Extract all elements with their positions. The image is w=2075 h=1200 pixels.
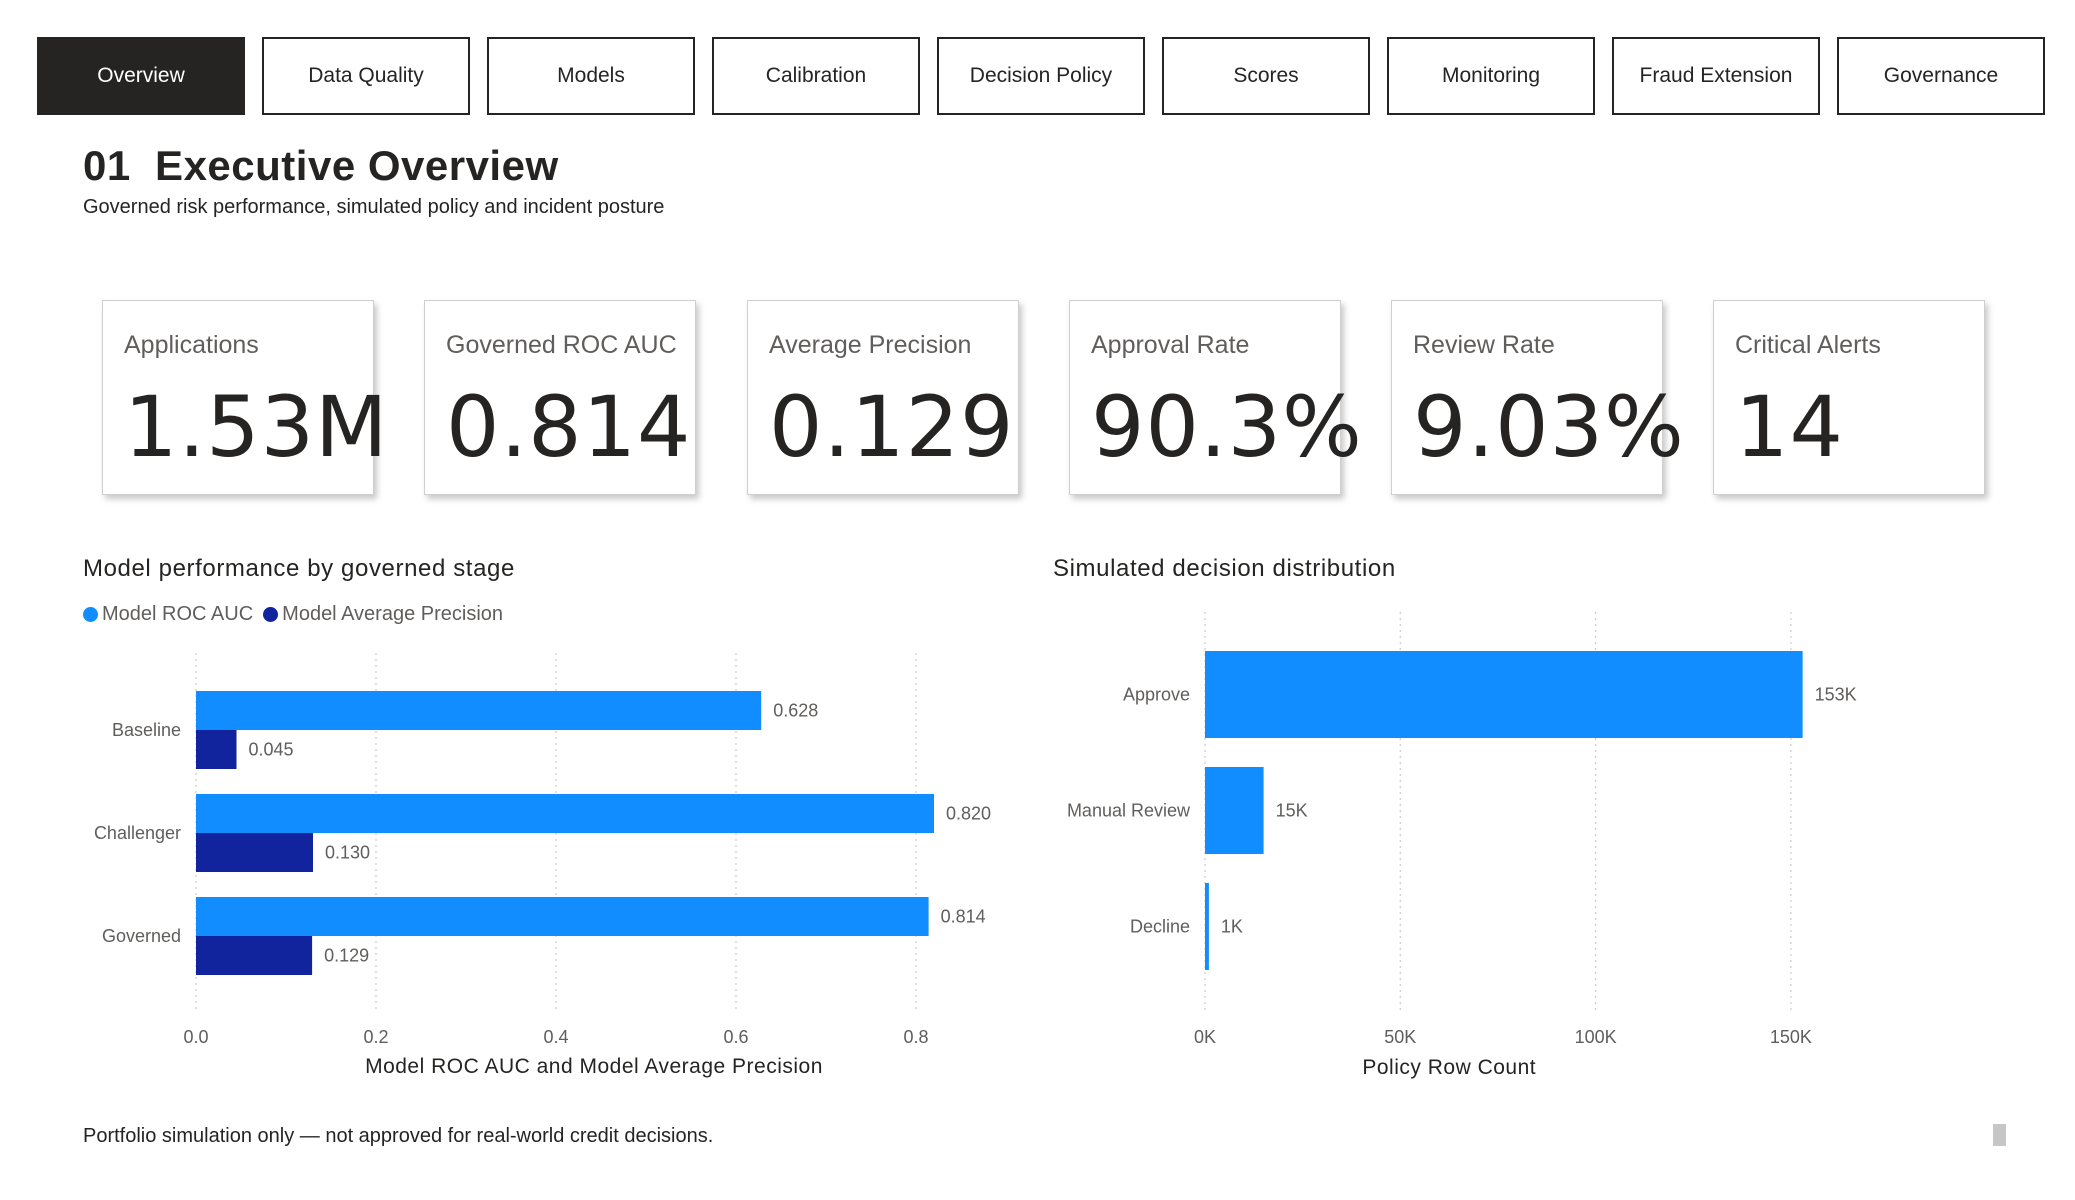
data-label: 153K (1815, 685, 1857, 705)
bar-governed[interactable] (196, 936, 313, 975)
kpi-value: 90.3% (1091, 378, 1363, 476)
data-label: 0.130 (325, 843, 370, 863)
kpi-value: 0.129 (769, 378, 1015, 476)
category-label: Challenger (94, 823, 181, 843)
kpi-label: Review Rate (1413, 331, 1555, 359)
model-performance-chart-title: Model performance by governed stage (83, 555, 515, 582)
x-tick-label: 0.8 (903, 1027, 928, 1047)
bar-challenger[interactable] (196, 833, 313, 872)
category-label: Decline (1130, 917, 1190, 937)
data-label: 0.814 (941, 907, 986, 927)
bar-manual-review[interactable] (1205, 767, 1264, 854)
kpi-label: Approval Rate (1091, 331, 1250, 359)
kpi-card-review-rate[interactable]: Review Rate 9.03% (1391, 300, 1684, 495)
tab-calibration[interactable]: Calibration (712, 37, 920, 115)
bar-decline[interactable] (1205, 883, 1209, 970)
tab-governance[interactable]: Governance (1837, 37, 2045, 115)
disclaimer-note: Portfolio simulation only — not approved… (83, 1125, 714, 1147)
kpi-card-approval-rate[interactable]: Approval Rate 90.3% (1069, 300, 1362, 495)
category-label: Approve (1123, 685, 1190, 705)
tab-monitoring[interactable]: Monitoring (1387, 37, 1595, 115)
tab-fraud-extension[interactable]: Fraud Extension (1612, 37, 1820, 115)
data-label: 0.129 (324, 946, 369, 966)
x-tick-label: 0.0 (183, 1027, 208, 1047)
model-performance-legend[interactable]: Model ROC AUC Model Average Precision (83, 603, 513, 626)
x-tick-label: 100K (1575, 1027, 1617, 1047)
x-tick-label: 50K (1384, 1027, 1416, 1047)
x-tick-label: 0.2 (363, 1027, 388, 1047)
decision-distribution-chart-title: Simulated decision distribution (1053, 555, 1396, 582)
page-subtitle: Governed risk performance, simulated pol… (83, 196, 665, 218)
data-label: 0.820 (946, 804, 991, 824)
category-label: Governed (102, 926, 181, 946)
kpi-label: Governed ROC AUC (446, 331, 677, 359)
kpi-card-average-precision[interactable]: Average Precision 0.129 (747, 300, 1019, 495)
legend-label: Model ROC AUC (102, 603, 254, 625)
data-label: 0.045 (249, 740, 294, 760)
kpi-card-applications[interactable]: Applications 1.53M (102, 300, 388, 495)
bar-governed[interactable] (196, 897, 929, 936)
category-label: Manual Review (1067, 801, 1191, 821)
data-label: 0.628 (773, 701, 818, 721)
bar-baseline[interactable] (196, 691, 762, 730)
bar-approve[interactable] (1205, 651, 1803, 738)
data-label: 15K (1276, 801, 1308, 821)
scroll-handle[interactable] (1993, 1124, 2006, 1146)
data-label: 1K (1221, 917, 1243, 937)
kpi-value: 14 (1735, 378, 1844, 476)
category-label: Baseline (112, 720, 181, 740)
kpi-card-governed-roc-auc[interactable]: Governed ROC AUC 0.814 (424, 300, 696, 495)
model-performance-chart[interactable]: 0.0 0.2 0.4 0.6 0.8 Baseline 0.628 0.045 Challen… (0, 600, 1040, 1090)
legend-label: Model Average Precision (282, 603, 504, 625)
bar-baseline[interactable] (196, 730, 237, 769)
x-tick-label: 150K (1770, 1027, 1812, 1047)
tab-decision-policy[interactable]: Decision Policy (937, 37, 1145, 115)
x-axis-title: Model ROC AUC and Model Average Precisio… (365, 1055, 823, 1078)
x-tick-label: 0.4 (543, 1027, 568, 1047)
tab-scores[interactable]: Scores (1162, 37, 1370, 115)
legend-dot-icon (83, 607, 98, 622)
legend-item-roc-auc[interactable]: Model ROC AUC (83, 603, 253, 626)
x-axis-title: Policy Row Count (1362, 1056, 1536, 1079)
kpi-label: Applications (124, 331, 259, 359)
tab-data-quality[interactable]: Data Quality (262, 37, 470, 115)
decision-distribution-chart[interactable]: 0K 50K 100K 150K Approve 153K Manual Review 15K… (1040, 600, 2040, 1090)
tab-models[interactable]: Models (487, 37, 695, 115)
x-tick-label: 0.6 (723, 1027, 748, 1047)
kpi-value: 9.03% (1413, 378, 1685, 476)
bar-challenger[interactable] (196, 794, 934, 833)
kpi-value: 0.814 (446, 378, 692, 476)
legend-item-average-precision[interactable]: Model Average Precision (263, 603, 503, 626)
kpi-value: 1.53M (124, 378, 389, 476)
kpi-label: Critical Alerts (1735, 331, 1881, 359)
legend-dot-icon (263, 607, 279, 622)
x-tick-label: 0K (1194, 1027, 1216, 1047)
tab-overview[interactable]: Overview (37, 37, 245, 115)
kpi-card-critical-alerts[interactable]: Critical Alerts 14 (1713, 300, 1985, 495)
page-title: 01 Executive Overview (83, 142, 559, 189)
kpi-label: Average Precision (769, 331, 972, 359)
